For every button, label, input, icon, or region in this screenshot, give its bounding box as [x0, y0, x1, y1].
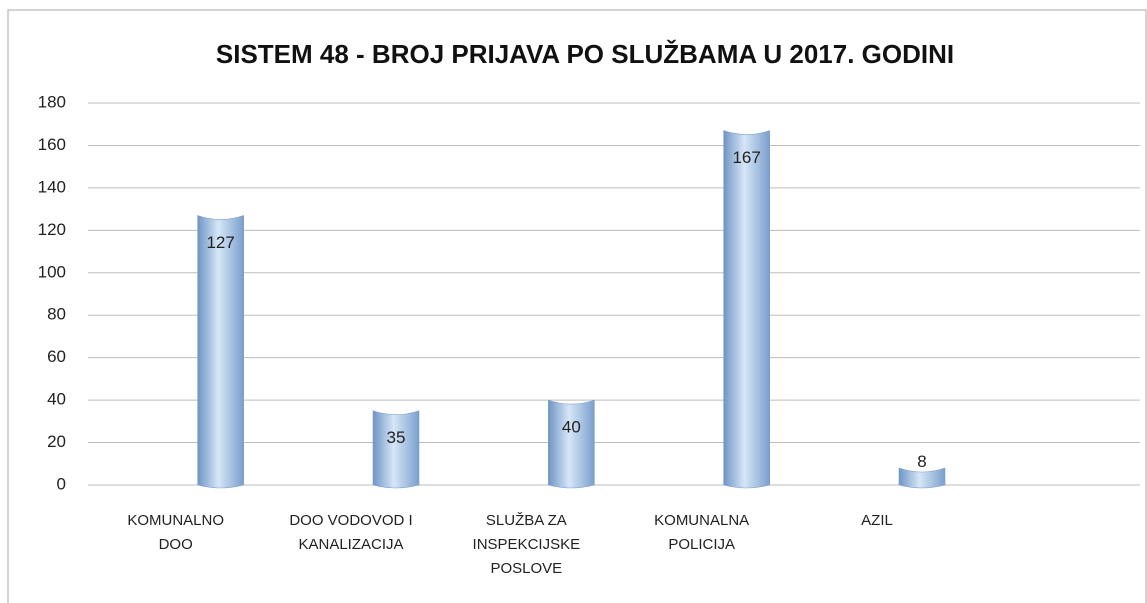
y-tick-label: 60	[47, 347, 66, 366]
x-tick-label: DOO VODOVOD I KANALIZACIJA	[289, 512, 412, 553]
y-tick-label: 160	[38, 135, 66, 154]
bar	[898, 467, 946, 489]
chart-title: SISTEM 48 - BROJ PRIJAVA PO SLUŽBAMA U 2…	[216, 39, 954, 69]
bar	[197, 215, 244, 489]
y-tick-label: 40	[47, 390, 66, 409]
x-tick-label: KOMUNALNO DOO	[127, 512, 224, 553]
x-tick-label: AZIL	[861, 512, 893, 529]
y-tick-label: 20	[47, 432, 66, 451]
value-label: 35	[387, 428, 406, 447]
bar	[548, 399, 595, 489]
value-label: 8	[917, 452, 926, 471]
x-tick-label: KOMUNALNA POLICIJA	[654, 512, 749, 553]
x-tick-label: SLUŽBA ZA INSPEKCIJSKE POSLOVE	[473, 512, 581, 577]
bar	[723, 130, 770, 489]
value-label: 40	[562, 418, 581, 437]
y-tick-label: 100	[38, 262, 66, 281]
y-tick-label: 80	[47, 305, 66, 324]
value-label: 127	[206, 233, 234, 252]
y-tick-label: 120	[38, 220, 66, 239]
y-tick-label: 0	[57, 474, 66, 493]
bar	[372, 410, 420, 489]
value-label: 167	[732, 148, 760, 167]
y-tick-label: 180	[38, 92, 66, 111]
y-tick-label: 140	[38, 177, 66, 196]
